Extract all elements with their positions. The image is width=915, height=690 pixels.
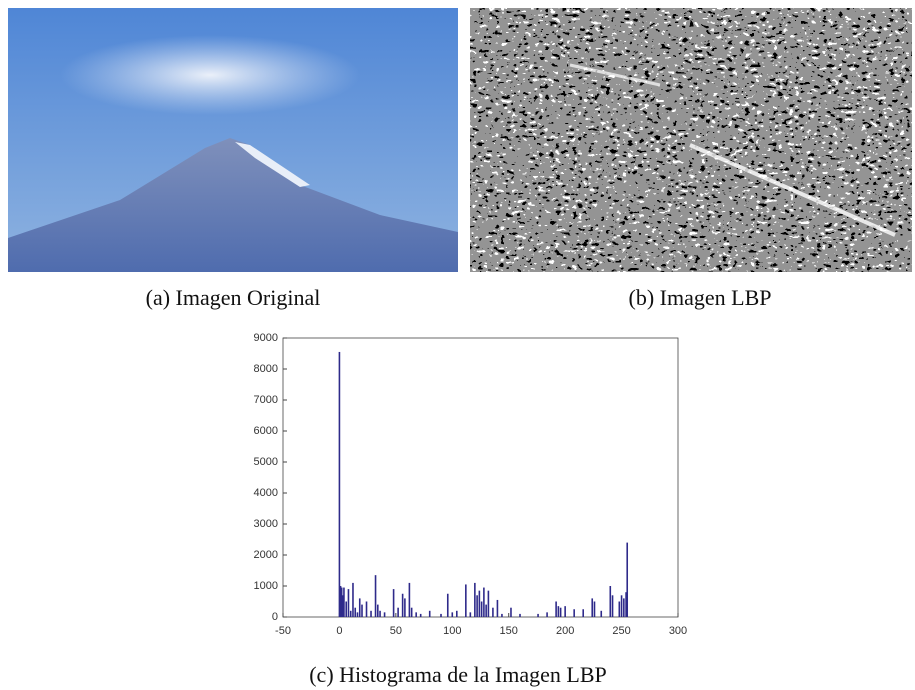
bar xyxy=(483,587,485,617)
bar xyxy=(609,586,612,617)
x-tick-label: 250 xyxy=(612,625,630,637)
bar xyxy=(392,589,395,617)
bar xyxy=(546,612,548,617)
bar xyxy=(625,592,627,617)
bar xyxy=(347,589,350,617)
bar xyxy=(476,595,478,617)
bar xyxy=(415,612,417,617)
bar xyxy=(428,610,431,617)
bar xyxy=(352,582,354,617)
bar xyxy=(410,607,413,617)
y-tick-label: 6000 xyxy=(254,425,278,437)
bar xyxy=(349,610,352,617)
x-tick-label: 0 xyxy=(336,625,342,637)
bar xyxy=(600,610,603,617)
bar xyxy=(383,612,386,617)
bar xyxy=(345,601,347,617)
bar xyxy=(338,351,341,617)
caption: (b) Imagen LBP xyxy=(629,285,772,310)
bar xyxy=(374,575,377,617)
bar xyxy=(492,607,494,617)
bar xyxy=(478,590,481,617)
bar xyxy=(397,607,399,617)
bar xyxy=(440,613,442,617)
histogram: 0100020003000400050006000700080009000-50… xyxy=(254,332,688,637)
bar xyxy=(377,604,379,617)
bar xyxy=(626,542,629,617)
bar xyxy=(404,598,406,617)
bar xyxy=(340,587,343,617)
bar xyxy=(487,590,490,617)
bar xyxy=(519,613,521,617)
bar xyxy=(593,601,596,617)
plot-area xyxy=(282,337,679,618)
x-tick-label: 300 xyxy=(669,625,687,637)
bar xyxy=(537,613,539,617)
bar xyxy=(573,609,575,617)
y-tick-label: 1000 xyxy=(254,580,278,592)
bar xyxy=(446,593,449,617)
bar xyxy=(401,593,404,617)
bar xyxy=(591,598,594,617)
bar xyxy=(469,612,472,617)
bar xyxy=(620,595,623,617)
y-tick-label: 0 xyxy=(272,611,278,623)
bar xyxy=(408,582,411,617)
bar xyxy=(419,613,422,617)
bar xyxy=(555,601,557,617)
bar xyxy=(451,612,454,617)
y-tick-label: 2000 xyxy=(254,549,278,561)
bar xyxy=(480,601,483,617)
original-image xyxy=(8,8,458,272)
y-tick-label: 5000 xyxy=(254,456,278,468)
bar xyxy=(611,595,614,617)
bar xyxy=(465,584,467,617)
bar xyxy=(564,606,566,617)
bar xyxy=(358,598,361,617)
bar xyxy=(361,604,363,617)
bar xyxy=(343,587,345,617)
y-tick-label: 3000 xyxy=(254,518,278,530)
bar xyxy=(557,606,560,617)
bar xyxy=(496,599,499,617)
bar xyxy=(559,607,562,617)
x-tick-label: 50 xyxy=(390,625,402,637)
y-tick-label: 8000 xyxy=(254,363,278,375)
bar xyxy=(474,582,476,617)
bar xyxy=(623,598,625,617)
y-tick-label: 7000 xyxy=(254,394,278,406)
bar xyxy=(356,612,359,617)
bar xyxy=(339,586,342,617)
bar xyxy=(618,601,621,617)
bar xyxy=(342,595,344,617)
y-tick-label: 4000 xyxy=(254,487,278,499)
x-tick-label: 100 xyxy=(443,625,461,637)
caption: (a) Imagen Original xyxy=(146,285,321,310)
bar xyxy=(365,601,368,617)
lbp-image xyxy=(470,8,912,272)
bar xyxy=(370,610,372,617)
bar xyxy=(501,613,503,617)
bar xyxy=(379,610,381,617)
y-tick-label: 9000 xyxy=(254,332,278,344)
bar xyxy=(485,604,487,617)
bar xyxy=(456,610,458,617)
x-tick-label: 150 xyxy=(500,625,518,637)
bar xyxy=(354,607,357,617)
x-tick-label: 200 xyxy=(556,625,574,637)
x-tick-label: -50 xyxy=(275,625,291,637)
bar xyxy=(510,607,512,617)
caption: (c) Histograma de la Imagen LBP xyxy=(309,662,607,687)
bar xyxy=(582,609,584,617)
